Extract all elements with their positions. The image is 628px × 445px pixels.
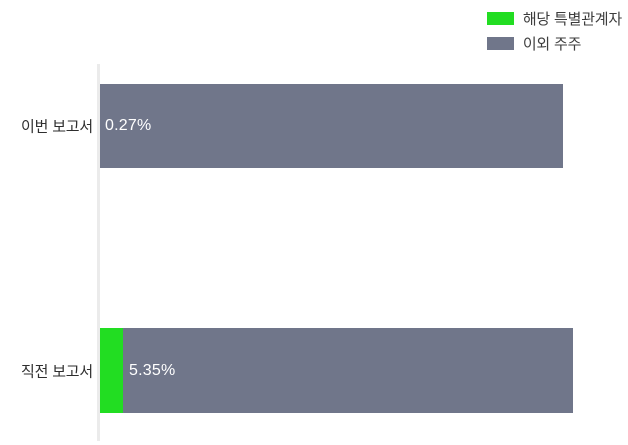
- legend-item-special-party: 해당 특별관계자: [486, 8, 622, 29]
- chart-legend: 해당 특별관계자 이외 주주: [486, 8, 622, 54]
- bar-segment-other-shareholders[interactable]: [123, 328, 573, 413]
- bar-segment-other-shareholders[interactable]: [100, 84, 563, 168]
- legend-label-special-party: 해당 특별관계자: [522, 11, 622, 28]
- legend-label-other-shareholders: 이외 주주: [522, 36, 582, 53]
- stacked-bar-previous-report[interactable]: [100, 328, 573, 413]
- legend-swatch-gray-icon: [486, 37, 514, 50]
- bar-value-label-current-report: 0.27%: [105, 117, 152, 134]
- bar-value-label-previous-report: 5.35%: [129, 362, 176, 379]
- stacked-bar-current-report[interactable]: [100, 84, 563, 168]
- legend-item-other-shareholders: 이외 주주: [486, 33, 582, 54]
- category-axis-line: [97, 64, 100, 441]
- category-label-previous-report: 직전 보고서: [21, 363, 93, 381]
- legend-swatch-green-icon: [486, 12, 514, 25]
- bar-segment-special-party[interactable]: [100, 328, 123, 413]
- category-label-current-report: 이번 보고서: [21, 118, 93, 136]
